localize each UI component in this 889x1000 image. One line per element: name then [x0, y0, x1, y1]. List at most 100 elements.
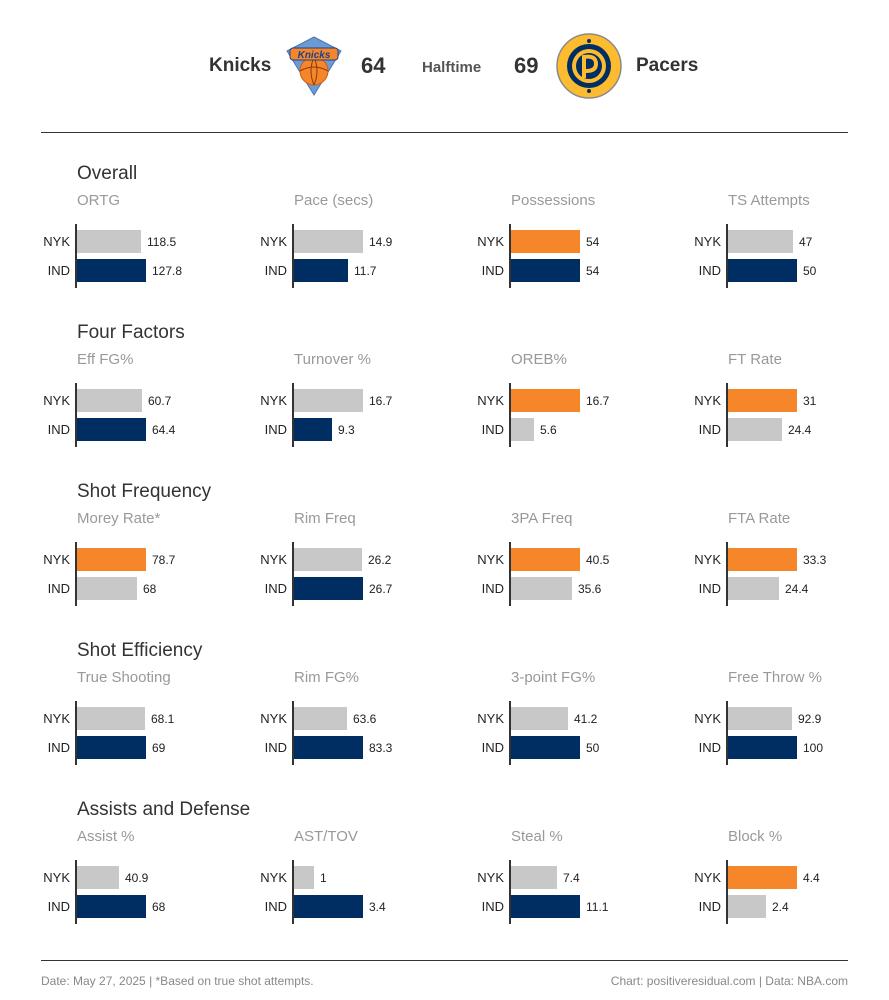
bar-value-label: 24.4	[788, 423, 812, 437]
bar-ind	[728, 895, 766, 918]
bar-nyk	[294, 230, 363, 253]
bar-axis-line	[509, 701, 511, 765]
bar-value-label: 92.9	[798, 712, 822, 726]
bar-nyk	[294, 389, 363, 412]
home-score: 69	[514, 53, 539, 78]
bar-value-label: 40.9	[125, 871, 149, 885]
bar-ind	[728, 736, 797, 759]
bar-value-label: 118.5	[147, 235, 177, 249]
team-label: NYK	[43, 711, 70, 726]
team-label: IND	[47, 581, 70, 596]
team-label: NYK	[477, 870, 504, 885]
bar-axis-line	[75, 701, 77, 765]
header-divider	[41, 132, 848, 133]
bar-ind	[511, 418, 534, 441]
bar-axis-line	[726, 860, 728, 924]
bar-value-label: 11.7	[354, 264, 377, 278]
bar-ind	[728, 418, 782, 441]
section-title: Overall	[77, 163, 138, 184]
footer-divider	[41, 960, 848, 961]
bar-value-label: 127.8	[152, 264, 183, 278]
section-title: Shot Efficiency	[77, 640, 203, 661]
bar-value-label: 41.2	[574, 712, 598, 726]
metric-title: Rim FG%	[294, 669, 359, 686]
bar-axis-line	[292, 383, 294, 447]
team-label: NYK	[43, 393, 70, 408]
bar-value-label: 100	[803, 741, 824, 755]
bar-nyk	[728, 866, 797, 889]
bar-nyk	[294, 548, 362, 571]
team-label: IND	[481, 899, 504, 914]
bar-axis-line	[75, 860, 77, 924]
bar-ind	[294, 577, 363, 600]
metric-title: Block %	[728, 828, 783, 845]
team-label: NYK	[43, 552, 70, 567]
bar-axis-line	[509, 383, 511, 447]
bar-value-label: 40.5	[586, 553, 610, 567]
metric-title: Eff FG%	[77, 351, 134, 368]
bar-axis-line	[726, 383, 728, 447]
team-label: NYK	[477, 234, 504, 249]
metric-title: ORTG	[77, 192, 121, 209]
metric-title: Steal %	[511, 828, 563, 845]
bar-value-label: 2.4	[772, 900, 789, 914]
bar-value-label: 5.6	[540, 423, 557, 437]
bar-axis-line	[292, 224, 294, 288]
metric-title: Free Throw %	[728, 669, 822, 686]
bar-ind	[294, 418, 332, 441]
metric-title: AST/TOV	[294, 828, 358, 845]
bar-nyk	[728, 707, 792, 730]
metric-title: TS Attempts	[728, 192, 810, 209]
team-label: IND	[264, 422, 287, 437]
bar-axis-line	[292, 542, 294, 606]
bar-nyk	[511, 230, 580, 253]
bar-value-label: 47	[799, 235, 813, 249]
bar-ind	[511, 895, 580, 918]
bar-value-label: 64.4	[152, 423, 176, 437]
bar-ind	[511, 259, 580, 282]
bar-axis-line	[509, 860, 511, 924]
bar-nyk	[511, 548, 580, 571]
bar-value-label: 35.6	[578, 582, 602, 596]
bar-ind	[77, 577, 137, 600]
bar-value-label: 68	[143, 582, 157, 596]
team-label: NYK	[694, 393, 721, 408]
metric-title: Possessions	[511, 192, 596, 209]
bar-value-label: 3.4	[369, 900, 386, 914]
bar-axis-line	[726, 701, 728, 765]
bar-value-label: 69	[152, 741, 166, 755]
bar-value-label: 50	[586, 741, 600, 755]
bar-ind	[511, 736, 580, 759]
team-label: NYK	[694, 711, 721, 726]
bar-value-label: 24.4	[785, 582, 809, 596]
bar-value-label: 83.3	[369, 741, 393, 755]
knicks-logo-icon: Knicks	[286, 36, 342, 96]
bar-nyk	[77, 230, 141, 253]
metric-title: FTA Rate	[728, 510, 791, 527]
bar-value-label: 68	[152, 900, 166, 914]
bar-nyk	[728, 548, 797, 571]
game-status: Halftime	[422, 59, 482, 76]
section-title: Assists and Defense	[77, 799, 251, 820]
bar-axis-line	[726, 224, 728, 288]
bar-ind	[728, 577, 779, 600]
bar-value-label: 4.4	[803, 871, 820, 885]
footer-credit: Chart: positiveresidual.com | Data: NBA.…	[610, 974, 848, 988]
metric-title: 3-point FG%	[511, 669, 596, 686]
bar-nyk	[77, 389, 142, 412]
metric-title: Assist %	[77, 828, 135, 845]
game-header: Knicks Knicks 64 Halftime 69 Pacers	[0, 0, 889, 132]
bar-ind	[77, 736, 146, 759]
pacers-logo-icon	[556, 33, 622, 99]
bar-axis-line	[75, 224, 77, 288]
team-label: IND	[481, 740, 504, 755]
bar-ind	[77, 259, 146, 282]
home-team-name: Pacers	[636, 55, 699, 76]
bar-axis-line	[292, 860, 294, 924]
bar-nyk	[77, 707, 145, 730]
bar-axis-line	[726, 542, 728, 606]
team-label: IND	[698, 263, 721, 278]
team-label: IND	[698, 581, 721, 596]
bar-value-label: 78.7	[152, 553, 176, 567]
team-label: IND	[47, 263, 70, 278]
